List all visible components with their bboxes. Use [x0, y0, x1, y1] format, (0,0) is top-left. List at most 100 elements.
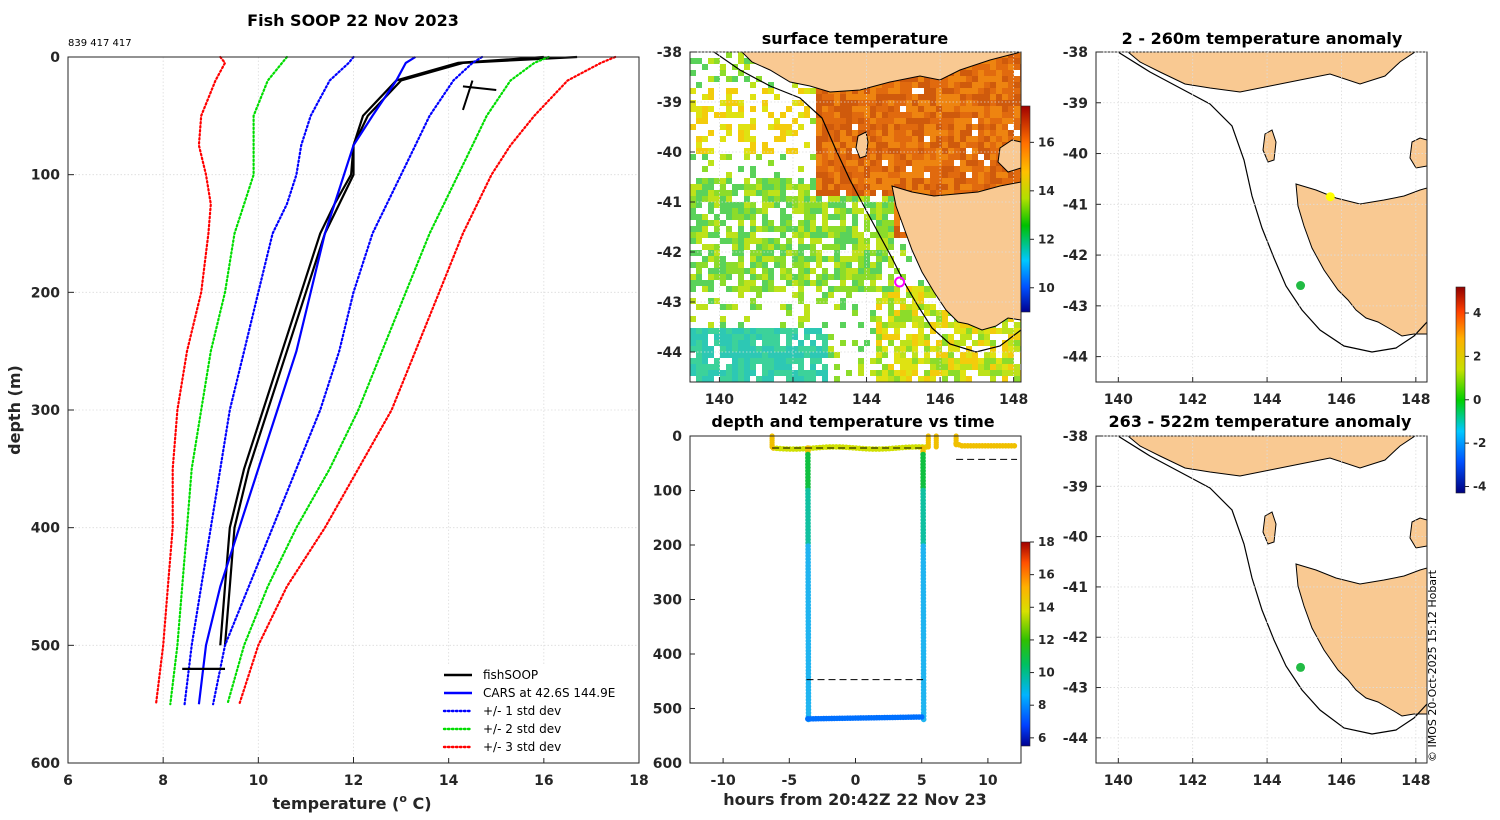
sst-pixel: [960, 112, 966, 118]
sst-pixel: [750, 352, 756, 358]
sst-pixel: [936, 166, 942, 172]
sst-pixel: [732, 208, 738, 214]
sst-pixel: [990, 76, 996, 82]
sst-pixel: [900, 364, 906, 370]
sst-pixel: [966, 328, 972, 334]
sst-pixel: [888, 166, 894, 172]
sst-pixel: [900, 274, 906, 280]
sst-pixel: [894, 154, 900, 160]
sst-pixel: [738, 58, 744, 64]
sst-pixel: [792, 130, 798, 136]
sst-pixel: [996, 328, 1002, 334]
sst-pixel: [738, 370, 744, 376]
sst-pixel: [792, 352, 798, 358]
sst-pixel: [930, 328, 936, 334]
sst-pixel: [960, 154, 966, 160]
sst-pixel: [840, 298, 846, 304]
sst-pixel: [810, 244, 816, 250]
sst-pixel: [786, 346, 792, 352]
sst-pixel: [714, 274, 720, 280]
sst-pixel: [852, 88, 858, 94]
sst-pixel: [924, 292, 930, 298]
sst-pixel: [768, 178, 774, 184]
sst-pixel: [1002, 346, 1008, 352]
sst-pixel: [882, 184, 888, 190]
anomaly-upper-king-island: [1262, 129, 1277, 163]
sst-pixel: [882, 142, 888, 148]
sst-pixel: [942, 184, 948, 190]
sst-pixel: [780, 244, 786, 250]
sst-pixel: [774, 340, 780, 346]
anomaly-cbtick-label: -2: [1473, 436, 1486, 450]
sst-pixel: [942, 178, 948, 184]
sst-pixel: [768, 184, 774, 190]
sst-pixel: [858, 118, 864, 124]
sst-pixel: [1008, 352, 1014, 358]
profile-series--3-std-dev: [154, 55, 227, 706]
sst-pixel: [738, 112, 744, 118]
sst-pixel: [900, 316, 906, 322]
anomaly-upper-ytick-label: -41: [1063, 197, 1088, 213]
sst-pixel: [876, 376, 882, 382]
sst-pixel: [894, 232, 900, 238]
sst-pixel: [864, 172, 870, 178]
sst-pixel: [972, 148, 978, 154]
sst-pixel: [906, 76, 912, 82]
sst-pixel: [738, 208, 744, 214]
sst-pixel: [894, 292, 900, 298]
sst-pixel: [966, 100, 972, 106]
sst-pixel: [978, 328, 984, 334]
sst-pixel: [762, 106, 768, 112]
sst-pixel: [822, 352, 828, 358]
sst-pixel: [822, 184, 828, 190]
sst-pixel: [930, 358, 936, 364]
sst-pixel: [966, 364, 972, 370]
sst-pixel: [972, 124, 978, 130]
legend-label: CARS at 42.6S 144.9E: [483, 686, 615, 700]
sst-pixel: [750, 298, 756, 304]
sst-pixel: [858, 256, 864, 262]
sst-pixel: [762, 376, 768, 382]
sst-cbtick-label: 14: [1038, 184, 1055, 198]
sst-pixel: [906, 88, 912, 94]
sst-pixel: [798, 244, 804, 250]
sst-pixel: [834, 94, 840, 100]
sst-pixel: [720, 70, 726, 76]
sst-pixel: [696, 196, 702, 202]
sst-pixel: [894, 178, 900, 184]
sst-pixel: [828, 346, 834, 352]
sst-pixel: [948, 100, 954, 106]
sst-pixel: [720, 268, 726, 274]
sst-pixel: [870, 328, 876, 334]
sst-pixel: [870, 178, 876, 184]
sst-pixel: [714, 202, 720, 208]
sst-pixel: [906, 316, 912, 322]
sst-fishsoop-marker: [894, 276, 906, 288]
sst-pixel: [738, 52, 744, 58]
sst-pixel: [978, 82, 984, 88]
sst-pixel: [804, 280, 810, 286]
sst-pixel: [762, 286, 768, 292]
sst-pixel: [924, 286, 930, 292]
sst-pixel: [774, 352, 780, 358]
profile-subtitle: 839 417 417: [68, 38, 132, 49]
sst-pixel: [792, 346, 798, 352]
sst-pixel: [720, 178, 726, 184]
sst-pixel: [996, 94, 1002, 100]
sst-pixel: [792, 292, 798, 298]
anomaly-cbtick-label: 0: [1473, 393, 1481, 407]
sst-pixel: [840, 232, 846, 238]
sst-pixel: [936, 190, 942, 196]
sst-pixel: [870, 358, 876, 364]
sst-pixel: [720, 220, 726, 226]
sst-pixel: [1002, 328, 1008, 334]
sst-pixel: [924, 178, 930, 184]
anomaly-lower-ytick-label: -42: [1063, 630, 1088, 646]
sst-pixel: [966, 82, 972, 88]
sst-pixel: [918, 190, 924, 196]
sst-pixel: [966, 178, 972, 184]
sst-pixel: [936, 100, 942, 106]
sst-pixel: [978, 166, 984, 172]
sst-pixel: [888, 88, 894, 94]
sst-pixel: [744, 124, 750, 130]
